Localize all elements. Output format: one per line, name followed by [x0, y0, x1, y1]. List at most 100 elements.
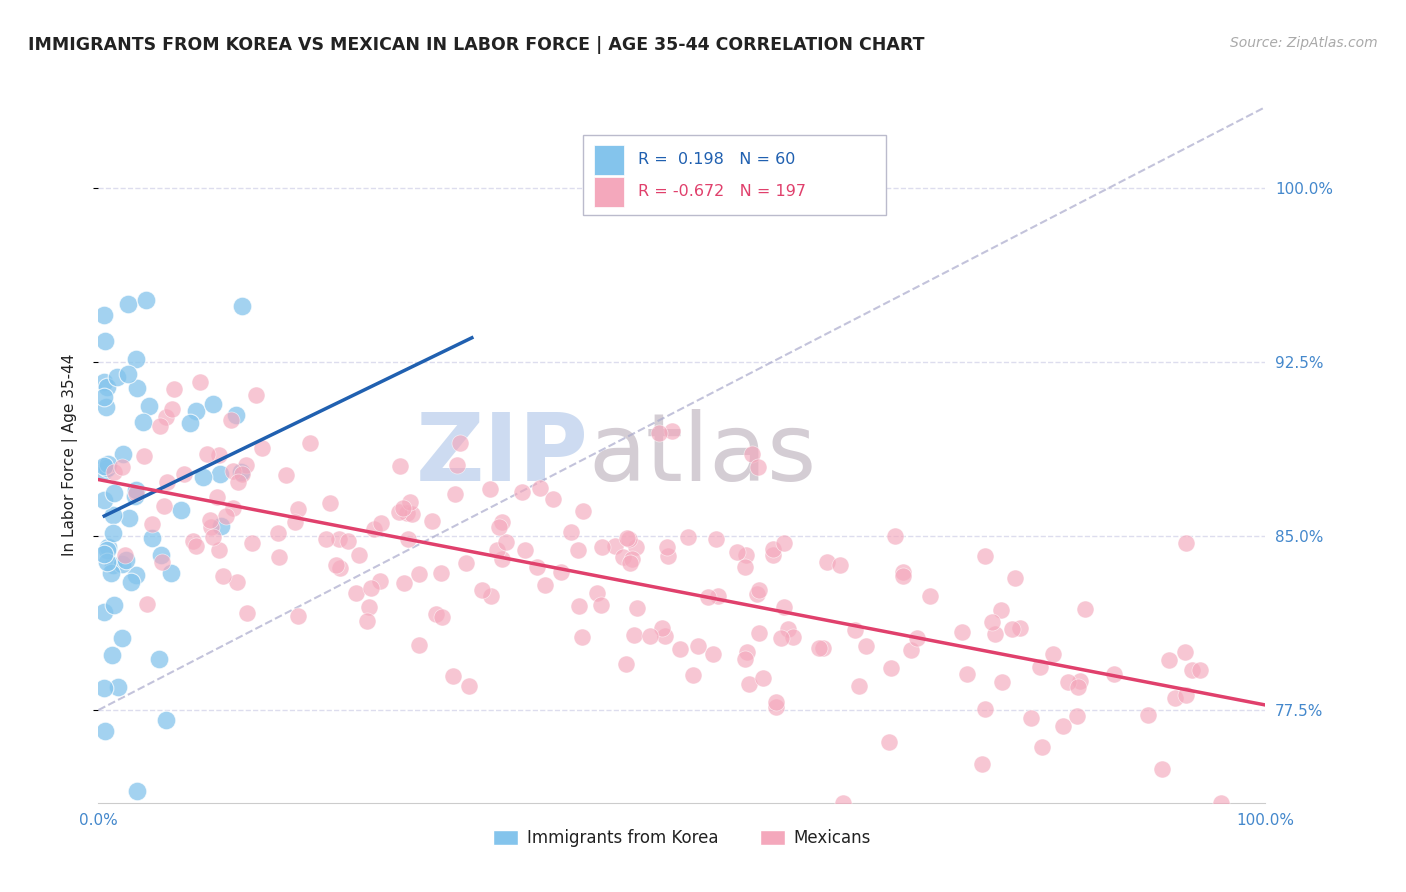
Point: [603, 539, 626, 553]
Point: [772, 599, 794, 614]
Point: [103, 525, 125, 540]
Point: [980, 615, 1002, 630]
Bar: [595, 145, 624, 175]
Point: [624, 541, 647, 555]
Point: [571, 630, 593, 644]
Point: [880, 661, 903, 675]
Point: [657, 549, 679, 563]
Point: [454, 556, 477, 570]
Point: [103, 598, 125, 612]
Point: [883, 529, 905, 543]
Point: [1102, 667, 1125, 681]
Point: [905, 631, 928, 645]
Point: [94, 400, 117, 414]
Point: [734, 559, 756, 574]
Point: [443, 487, 465, 501]
Point: [94, 460, 117, 475]
Point: [782, 630, 804, 644]
Point: [141, 517, 163, 532]
Point: [111, 558, 134, 572]
Point: [120, 574, 142, 589]
Point: [103, 558, 125, 573]
Point: [612, 549, 634, 564]
Point: [226, 575, 249, 590]
Point: [441, 669, 464, 683]
Point: [661, 424, 683, 438]
Point: [702, 648, 724, 662]
Point: [891, 568, 914, 582]
Point: [1029, 659, 1052, 673]
Point: [152, 499, 174, 513]
Point: [195, 447, 218, 461]
Point: [274, 467, 297, 482]
Point: [93, 390, 115, 404]
Point: [648, 426, 671, 441]
Point: [654, 629, 676, 643]
Point: [984, 626, 1007, 640]
Point: [235, 606, 257, 620]
Point: [408, 567, 430, 582]
Point: [748, 626, 770, 640]
Point: [93, 309, 115, 323]
Point: [298, 435, 321, 450]
Point: [738, 677, 761, 691]
Point: [704, 532, 727, 546]
Point: [619, 556, 641, 570]
Point: [526, 559, 548, 574]
Point: [589, 598, 612, 612]
Point: [212, 569, 235, 583]
Point: [1159, 653, 1181, 667]
Point: [395, 506, 418, 520]
Point: [360, 582, 382, 596]
Point: [568, 599, 591, 614]
Point: [107, 681, 129, 695]
Point: [769, 631, 792, 645]
Point: [1074, 601, 1097, 615]
Point: [118, 511, 141, 525]
Point: [148, 651, 170, 665]
Point: [184, 539, 207, 553]
Point: [815, 555, 838, 569]
Point: [94, 723, 117, 738]
Point: [114, 548, 136, 562]
Point: [682, 668, 704, 682]
Point: [1150, 762, 1173, 776]
Point: [920, 589, 942, 603]
Point: [124, 483, 146, 498]
Point: [93, 493, 115, 508]
Point: [97, 540, 120, 554]
Point: [155, 713, 177, 727]
Point: [93, 605, 115, 619]
Point: [1042, 647, 1064, 661]
Point: [208, 448, 231, 462]
Point: [188, 375, 211, 389]
Point: [706, 589, 728, 603]
Point: [93, 547, 115, 561]
Point: [1067, 680, 1090, 694]
Point: [100, 566, 122, 581]
Point: [510, 485, 533, 500]
Point: [112, 446, 135, 460]
Point: [956, 667, 979, 681]
Point: [752, 671, 775, 685]
Point: [103, 465, 125, 479]
Point: [191, 470, 214, 484]
Point: [446, 458, 468, 472]
Point: [425, 607, 447, 621]
Point: [201, 530, 224, 544]
Point: [877, 735, 900, 749]
Point: [150, 548, 173, 562]
Point: [209, 518, 232, 533]
Point: [832, 796, 855, 810]
Point: [973, 702, 995, 716]
Point: [222, 500, 245, 515]
Point: [163, 382, 186, 396]
Point: [1052, 719, 1074, 733]
Point: [676, 530, 699, 544]
Point: [205, 490, 228, 504]
Point: [1031, 739, 1053, 754]
Point: [745, 586, 768, 600]
Point: [655, 540, 678, 554]
Point: [621, 551, 644, 566]
Point: [638, 629, 661, 643]
